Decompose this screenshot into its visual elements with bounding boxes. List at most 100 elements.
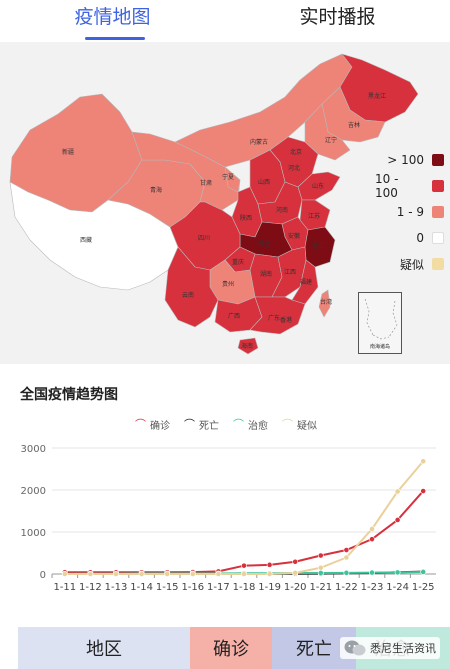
x-tick-label: 1-24: [386, 582, 409, 593]
y-tick-label: 0: [40, 570, 46, 581]
inset-label: 南海诸岛: [369, 344, 390, 350]
legend-swatch-1-9: [432, 206, 444, 218]
label-anhui: 安徽: [288, 232, 300, 240]
tab-epidemic-map[interactable]: 疫情地图: [0, 0, 225, 42]
series-point-3: [138, 571, 145, 577]
label-guangdong: 广东: [268, 314, 280, 322]
series-point-2: [394, 569, 401, 576]
trend-title: 全国疫情趋势图: [20, 387, 118, 403]
x-tick-label: 1-25: [412, 582, 435, 593]
label-jiangxi: 江西: [284, 269, 296, 276]
series-point-3: [369, 526, 375, 532]
label-jiangsu: 江苏: [308, 212, 320, 220]
x-tick-label: 1-16: [181, 582, 204, 593]
label-xinjiang: 新疆: [62, 148, 74, 156]
legend-confirmed-line-icon: ⌒: [135, 418, 146, 431]
label-zhejiang: 浙江: [312, 242, 324, 250]
label-hunan: 湖南: [260, 270, 272, 278]
series-point-3: [113, 571, 119, 577]
region-heilongjiang: [339, 53, 419, 123]
label-ningxia: 宁夏: [222, 173, 234, 181]
series-point-3: [292, 569, 299, 576]
label-shaanxi: 陕西: [240, 214, 252, 222]
inset-islands-svg: [364, 298, 398, 340]
tab-realtime-news[interactable]: 实时播报: [299, 6, 376, 28]
region-taiwan: [318, 289, 331, 318]
column-header-death[interactable]: 死亡: [272, 627, 356, 669]
x-tick-label: 1-18: [233, 582, 256, 593]
series-point-3: [189, 571, 196, 577]
legend-row-suspected[interactable]: 疑似: [375, 251, 450, 277]
y-tick-label: 3000: [21, 444, 46, 455]
x-tick-label: 1-14: [130, 582, 153, 593]
x-tick-label: 1-12: [79, 582, 102, 593]
x-tick-label: 1-22: [335, 582, 358, 593]
legend-row-gt100[interactable]: > 100: [375, 147, 450, 173]
x-tick-label: 1-17: [207, 582, 230, 593]
series-point-2: [420, 569, 427, 575]
label-inner-mongolia: 内蒙古: [250, 138, 268, 146]
y-tick-label: 2000: [21, 486, 46, 497]
series-point-3: [420, 458, 427, 465]
legend-row-10-100[interactable]: 10 - 100: [375, 172, 450, 200]
legend-death[interactable]: ⌒ 死亡: [184, 418, 219, 432]
label-hebei: 河北: [288, 164, 300, 172]
legend-suspected[interactable]: ⌒ 疑似: [282, 418, 317, 432]
label-tibet: 西藏: [80, 236, 92, 244]
label-yunnan: 云南: [182, 291, 194, 299]
column-header-region[interactable]: 地区: [18, 627, 190, 669]
column-header-confirmed[interactable]: 确诊: [190, 627, 272, 669]
legend-swatch-zero: [432, 232, 444, 244]
legend-row-1-9[interactable]: 1 - 9: [375, 199, 450, 225]
label-hubei: 湖北: [258, 240, 270, 248]
wechat-icon: [344, 640, 366, 656]
label-guangxi: 广西: [228, 312, 240, 320]
legend-suspected-line-icon: ⌒: [282, 418, 293, 431]
label-hainan: 海南: [241, 342, 253, 350]
series-point-3: [215, 571, 222, 577]
series-point-3: [343, 554, 350, 561]
series-point-3: [87, 571, 94, 577]
legend-swatch-suspected: [432, 258, 444, 270]
label-sichuan: 四川: [198, 235, 210, 242]
series-point-3: [61, 571, 68, 577]
x-tick-label: 1-23: [361, 582, 384, 593]
label-hongkong: 香港: [280, 316, 292, 324]
legend-swatch-gt100: [432, 154, 444, 166]
legend-cured-line-icon: ⌒: [233, 418, 244, 431]
label-gansu: 甘肃: [200, 179, 212, 187]
label-chongqing: 重庆: [232, 258, 244, 266]
x-tick-label: 1-11: [53, 582, 76, 593]
x-tick-label: 1-21: [309, 582, 332, 593]
label-shandong: 山东: [312, 182, 324, 190]
label-jilin: 吉林: [348, 121, 360, 129]
series-point-2: [369, 569, 375, 576]
x-tick-label: 1-20: [284, 582, 307, 593]
tab-bar: 疫情地图 实时播报: [0, 0, 450, 42]
series-point-3: [241, 571, 247, 577]
series-point-0: [343, 547, 350, 553]
south-china-sea-inset: 南海诸岛: [358, 292, 402, 354]
label-qinghai: 青海: [150, 186, 162, 194]
label-henan: 河南: [276, 206, 288, 214]
legend-cured[interactable]: ⌒ 治愈: [233, 418, 268, 432]
y-tick-label: 1000: [21, 528, 46, 539]
region-liaoning: [304, 103, 351, 161]
map-legend: > 100 10 - 100 1 - 9 0 疑似: [375, 147, 450, 277]
legend-row-zero[interactable]: 0: [375, 225, 450, 251]
legend-confirmed[interactable]: ⌒ 确诊: [135, 418, 170, 432]
label-guizhou: 贵州: [222, 280, 234, 288]
label-shanxi: 山西: [258, 178, 270, 186]
china-map[interactable]: 新疆 西藏 青海 甘肃 内蒙古 黑龙江 吉林 辽宁 北京 河北 山西 陕西 宁夏…: [0, 42, 450, 364]
watermark: 悉尼生活资讯: [340, 637, 440, 659]
region-guangdong: [249, 296, 306, 335]
region-hainan: [237, 337, 259, 355]
series-point-0: [266, 561, 273, 568]
series-point-0: [420, 488, 427, 494]
label-beijing: 北京: [290, 148, 302, 156]
legend-death-line-icon: ⌒: [184, 418, 195, 431]
series-point-0: [292, 558, 299, 565]
series-point-3: [164, 571, 171, 577]
series-point-2: [343, 569, 350, 576]
